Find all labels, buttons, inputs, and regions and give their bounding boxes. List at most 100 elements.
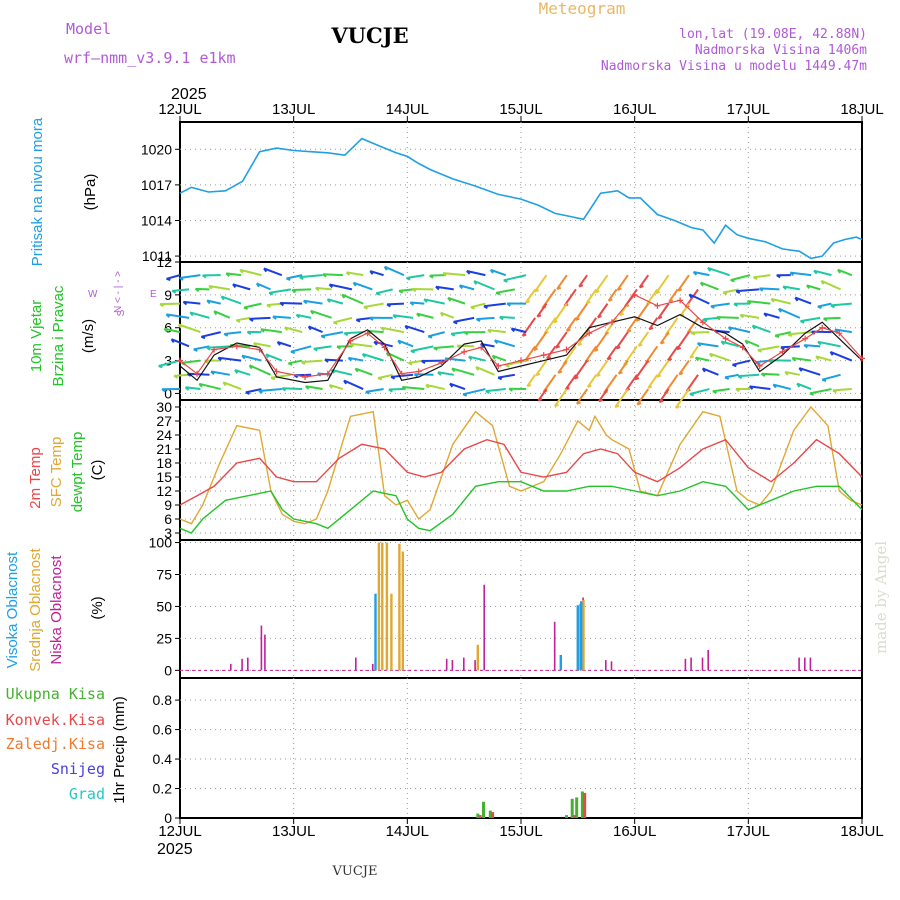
wind-arrow bbox=[761, 372, 780, 376]
wind-arrow bbox=[305, 385, 323, 391]
wind-arrow-head bbox=[733, 302, 738, 307]
wind-arrow bbox=[815, 355, 832, 362]
wind-gust-marker bbox=[699, 319, 706, 326]
wind-arrow-head bbox=[291, 289, 297, 294]
wind-arrow-head bbox=[655, 290, 661, 295]
wind-arrow bbox=[451, 367, 475, 376]
wind-arrow bbox=[158, 359, 181, 367]
wind-arrow bbox=[667, 345, 679, 361]
wind-arrow-head bbox=[463, 331, 469, 336]
wind-arrow bbox=[333, 316, 353, 324]
wind-arrow bbox=[256, 282, 271, 291]
wind-arrow-head bbox=[821, 378, 827, 382]
wind-arrow-head bbox=[343, 379, 347, 385]
wind-arrow-head bbox=[660, 341, 665, 345]
wind-arrow bbox=[224, 331, 242, 335]
wind-arrow bbox=[327, 298, 344, 305]
y-tick-label: 3 bbox=[164, 353, 172, 369]
wind-arrow-head bbox=[263, 267, 268, 273]
cloud-bar bbox=[474, 660, 476, 671]
wind-arrow-head bbox=[232, 283, 237, 289]
meteogram-title: Meteogram bbox=[539, 0, 626, 18]
x-tick-label-bottom: 12JUL bbox=[158, 823, 201, 840]
wind-arrow-head bbox=[408, 361, 413, 366]
wind-arrow-head bbox=[170, 338, 175, 344]
wind-arrow bbox=[495, 288, 516, 294]
wind-arrow-head bbox=[186, 372, 192, 377]
wind-arrow-head bbox=[388, 388, 393, 393]
wind-arrow bbox=[813, 269, 832, 277]
y-tick-label: 21 bbox=[156, 441, 172, 457]
wind-arrow bbox=[425, 383, 445, 391]
wind-arrow bbox=[707, 266, 730, 277]
wind-arrow-head bbox=[757, 349, 762, 353]
wind-gust-marker bbox=[438, 359, 445, 366]
wind-arrow-head bbox=[392, 314, 397, 319]
cloud-bar bbox=[264, 634, 266, 671]
wind-arrow bbox=[367, 330, 384, 334]
wind-arrow-head bbox=[413, 373, 419, 378]
wind-arrow bbox=[830, 350, 853, 362]
wind-arrow-head bbox=[739, 314, 744, 319]
cloud-bar bbox=[355, 657, 357, 671]
elevation-label: Nadmorska Visina 1406m bbox=[695, 43, 867, 58]
wind-arrow bbox=[373, 340, 393, 348]
wind-arrow-head bbox=[817, 341, 822, 346]
wind-arrow bbox=[329, 384, 344, 391]
cloud-unit: (%) bbox=[89, 596, 106, 619]
wind-arrow-head bbox=[829, 351, 834, 356]
wind-arrow bbox=[744, 339, 760, 348]
precip-bar bbox=[565, 815, 568, 818]
wind-arrow-head bbox=[538, 398, 543, 402]
wind-gust-marker bbox=[677, 297, 684, 304]
x-tick-label-bottom: 17JUL bbox=[727, 823, 770, 840]
wind-arrow bbox=[174, 373, 190, 377]
wind-arrow-head bbox=[315, 287, 320, 292]
wind-arrow-head bbox=[437, 371, 442, 376]
wind-arrow bbox=[226, 272, 242, 277]
wind-arrow bbox=[423, 298, 445, 305]
y-tick-label: 30 bbox=[156, 399, 172, 415]
wind-arrow-head bbox=[386, 303, 391, 308]
wind-arrow bbox=[709, 352, 730, 362]
precip-bar bbox=[580, 791, 584, 818]
wind-arrow-head bbox=[223, 333, 229, 337]
wind-arrow-head bbox=[213, 310, 218, 316]
wind-arrow-head bbox=[760, 372, 766, 377]
wind-arrow-head bbox=[159, 303, 164, 308]
wind-gust-marker bbox=[756, 363, 763, 370]
wind-arrow bbox=[774, 331, 791, 337]
wind-arrow bbox=[574, 303, 588, 321]
wind-arrow bbox=[201, 331, 221, 338]
y-tick-label: 15 bbox=[156, 469, 172, 485]
wind-arrow-head bbox=[453, 320, 458, 325]
wind-arrow-head bbox=[578, 284, 584, 288]
wind-gust-marker bbox=[302, 374, 309, 380]
wind-arrow bbox=[521, 317, 537, 337]
wind-arrow bbox=[301, 359, 323, 364]
wind-arrow bbox=[695, 356, 710, 362]
wind-arrow-head bbox=[401, 386, 407, 391]
wind-gust-marker bbox=[194, 370, 201, 377]
wind-arrow bbox=[511, 327, 527, 334]
wind-gust-marker bbox=[381, 344, 388, 351]
precip-bar bbox=[476, 813, 480, 818]
wind-arrow-head bbox=[208, 285, 213, 290]
y-tick-label: 6 bbox=[164, 511, 172, 527]
wind-arrow bbox=[763, 312, 780, 319]
wind-arrow-head bbox=[333, 321, 338, 325]
wind-gust-marker bbox=[563, 346, 570, 353]
wind-arrow bbox=[686, 317, 699, 334]
wind-arrow-head bbox=[689, 355, 695, 359]
wind-arrow bbox=[466, 270, 486, 277]
wind-arrow bbox=[668, 288, 679, 303]
wind-arrow bbox=[655, 274, 670, 294]
wind-arrow-head bbox=[789, 271, 794, 276]
wind-arrow-head bbox=[694, 356, 700, 362]
wind-arrow-head bbox=[526, 383, 532, 388]
wind-arrow-head bbox=[648, 326, 654, 331]
wind-arrow-head bbox=[800, 320, 805, 324]
wind-arrow-head bbox=[806, 284, 811, 290]
wind-arrow-head bbox=[813, 270, 818, 275]
wind-arrow-head bbox=[593, 348, 599, 352]
